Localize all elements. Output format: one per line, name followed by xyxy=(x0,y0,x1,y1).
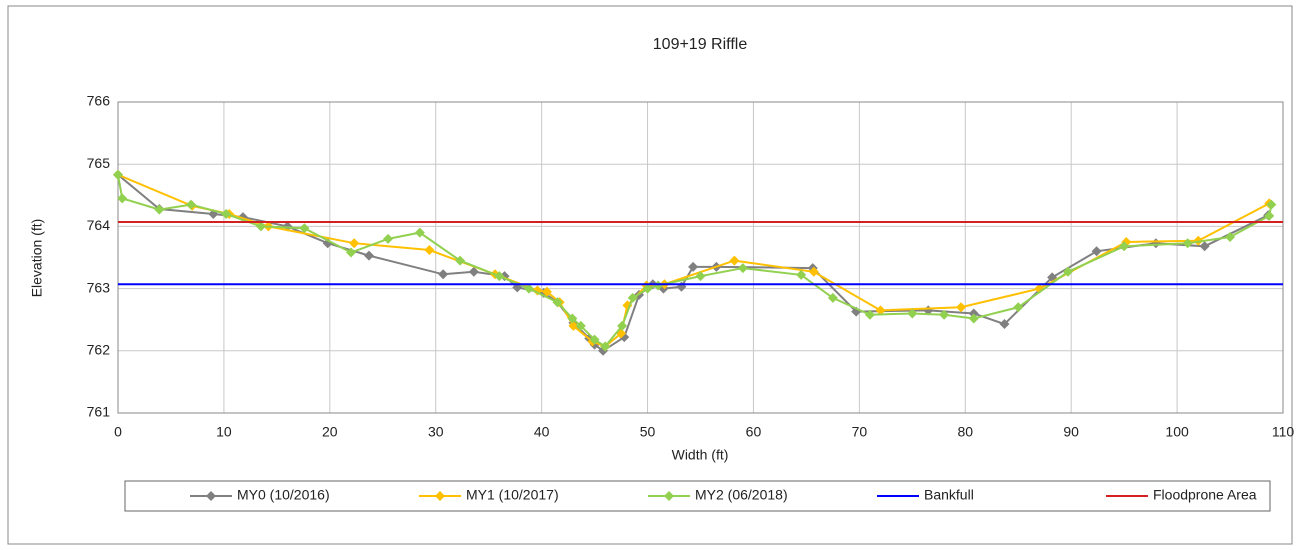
point-marker xyxy=(737,263,748,274)
point-marker xyxy=(864,309,875,320)
x-tick-label: 20 xyxy=(322,424,338,440)
point-marker xyxy=(939,309,950,320)
x-tick-label: 30 xyxy=(428,424,444,440)
point-marker xyxy=(627,292,638,303)
point-marker xyxy=(827,292,838,303)
point-marker xyxy=(1091,246,1102,257)
point-marker xyxy=(364,250,375,261)
point-marker xyxy=(1266,199,1277,210)
point-marker xyxy=(455,255,466,266)
point-marker xyxy=(414,227,425,238)
chart-title: 109+19 Riffle xyxy=(653,36,748,53)
point-marker xyxy=(468,266,479,277)
y-axis-label: Elevation (ft) xyxy=(29,219,45,298)
x-tick-label: 60 xyxy=(746,424,762,440)
point-marker xyxy=(642,283,653,294)
point-marker xyxy=(875,305,886,316)
x-tick-label: 70 xyxy=(852,424,868,440)
x-tick-label: 100 xyxy=(1165,424,1189,440)
legend-label: MY2 (06/2018) xyxy=(695,487,788,503)
y-tick-label: 764 xyxy=(87,217,111,233)
point-marker xyxy=(575,320,586,331)
point-marker xyxy=(221,208,232,219)
point-marker xyxy=(523,283,534,294)
point-marker xyxy=(424,245,435,256)
legend-box xyxy=(124,480,1271,512)
legend-label: MY1 (10/2017) xyxy=(466,487,559,503)
legend-marker xyxy=(206,491,216,501)
point-marker xyxy=(999,319,1010,330)
point-marker xyxy=(154,204,165,215)
point-marker xyxy=(1199,241,1210,252)
point-marker xyxy=(729,255,740,266)
x-tick-label: 80 xyxy=(957,424,973,440)
point-marker xyxy=(541,286,552,297)
point-marker xyxy=(1063,266,1074,277)
y-tick-label: 762 xyxy=(87,342,111,358)
point-marker xyxy=(346,247,356,258)
point-marker xyxy=(617,320,628,331)
legend-label: Bankfull xyxy=(924,487,974,503)
point-marker xyxy=(653,280,664,291)
point-marker xyxy=(688,261,699,272)
legend-label: Floodprone Area xyxy=(1153,487,1257,503)
point-marker xyxy=(568,320,579,331)
y-tick-label: 763 xyxy=(87,279,111,295)
x-tick-label: 50 xyxy=(640,424,656,440)
point-marker xyxy=(1264,210,1275,221)
point-marker xyxy=(494,271,505,282)
point-marker xyxy=(907,308,918,319)
point-marker xyxy=(186,199,197,210)
point-marker xyxy=(1119,241,1130,252)
point-marker xyxy=(956,302,967,313)
point-marker xyxy=(695,271,706,282)
point-marker xyxy=(255,221,266,232)
point-marker xyxy=(796,269,807,280)
legend-marker xyxy=(664,491,674,501)
point-marker xyxy=(808,266,819,277)
x-tick-label: 90 xyxy=(1063,424,1079,440)
legend-marker xyxy=(435,491,445,501)
point-marker xyxy=(567,313,578,324)
plot-area xyxy=(117,101,1284,414)
legend-label: MY0 (10/2016) xyxy=(237,487,330,503)
point-marker xyxy=(117,193,128,204)
point-marker xyxy=(349,238,360,249)
x-tick-label: 110 xyxy=(1272,424,1295,440)
x-tick-label: 0 xyxy=(114,424,122,440)
point-marker xyxy=(1225,231,1236,242)
point-marker xyxy=(438,269,449,280)
y-tick-label: 766 xyxy=(87,93,111,109)
y-tick-label: 761 xyxy=(87,404,111,420)
x-axis-label: Width (ft) xyxy=(672,447,729,463)
point-marker xyxy=(113,169,123,180)
x-tick-label: 40 xyxy=(534,424,550,440)
chart-frame xyxy=(7,5,1293,545)
point-marker xyxy=(600,341,611,352)
series-line xyxy=(117,174,1269,353)
point-marker xyxy=(1013,302,1024,313)
point-marker xyxy=(589,334,600,345)
point-marker xyxy=(552,297,563,308)
point-marker xyxy=(383,233,394,244)
y-tick-label: 765 xyxy=(87,155,111,171)
point-marker xyxy=(968,313,979,324)
point-marker xyxy=(1182,238,1193,249)
x-tick-label: 10 xyxy=(216,424,232,440)
point-marker xyxy=(299,223,310,234)
